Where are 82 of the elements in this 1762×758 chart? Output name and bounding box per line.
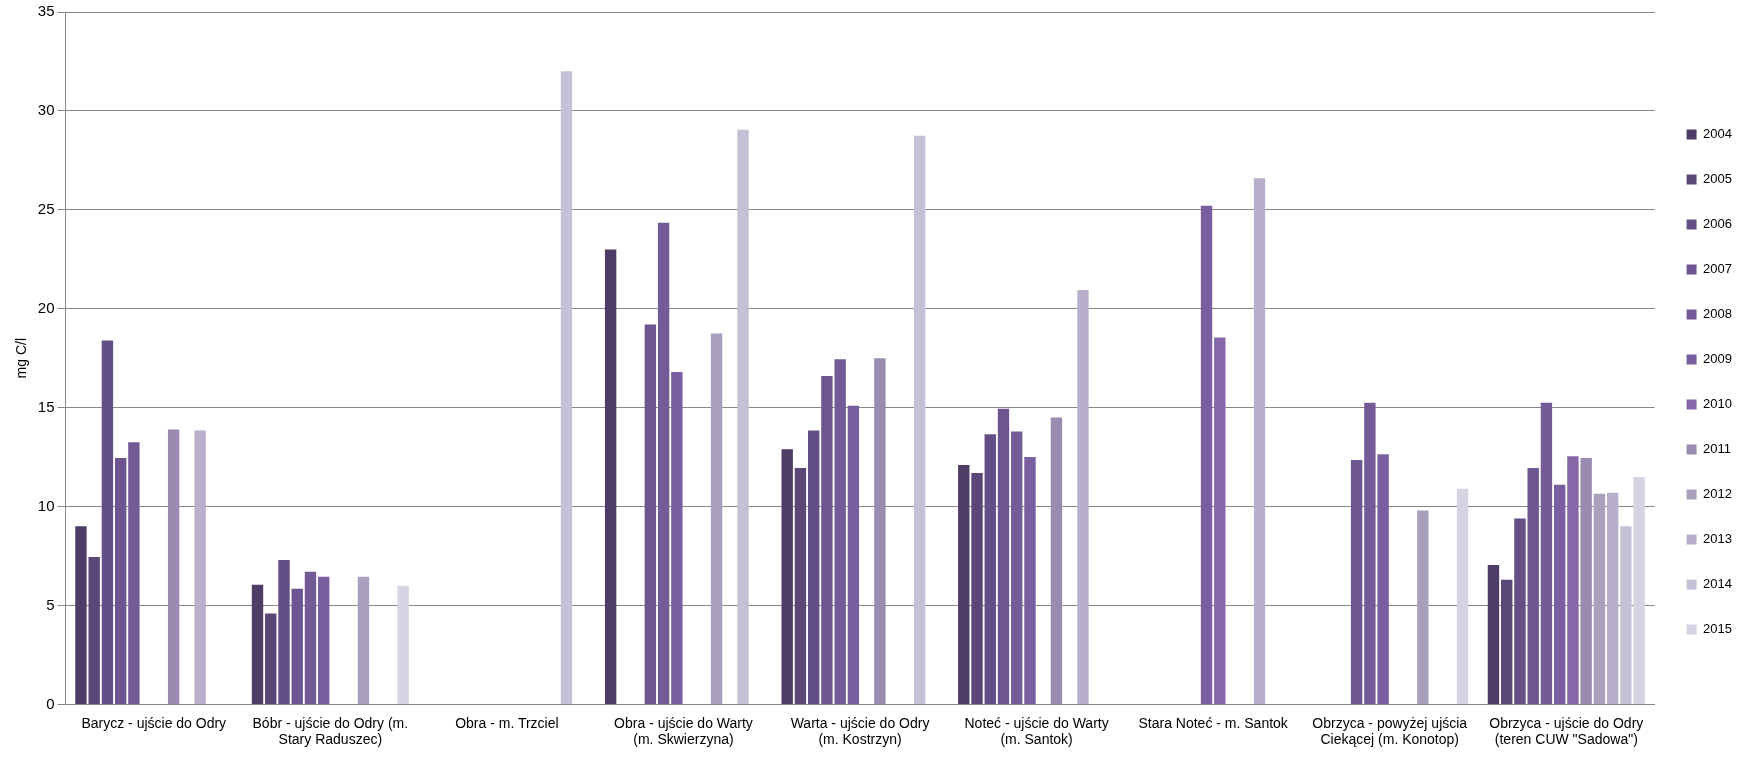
bar (128, 442, 140, 704)
legend-label: 2013 (1703, 531, 1732, 547)
legend-label: 2014 (1703, 576, 1732, 592)
bar (644, 324, 657, 704)
bar (847, 405, 860, 704)
x-tick-label: Obrzyca - powyżej ujścia Ciekącej (m. Konotop) (1312, 714, 1468, 748)
bar (304, 571, 317, 704)
bar (671, 372, 683, 704)
bar (560, 71, 573, 704)
bar (997, 408, 1010, 704)
legend-label: 2008 (1703, 306, 1732, 322)
bar (265, 613, 277, 704)
bar (971, 472, 983, 704)
bar (1024, 457, 1036, 704)
y-tick-label: 30 (37, 101, 55, 119)
bar (101, 340, 114, 704)
legend-label: 2009 (1703, 351, 1732, 367)
bar (194, 430, 206, 704)
bar (397, 585, 409, 704)
y-tick-label: 0 (46, 694, 55, 712)
y-tick-label: 10 (37, 496, 55, 514)
bar (278, 559, 290, 704)
bar (781, 449, 793, 704)
y-tick-label: 25 (37, 199, 55, 217)
bar (1077, 289, 1089, 704)
x-tick-label: Barycz - ujście do Odry (81, 714, 227, 731)
y-axis-title: mg C/l (13, 337, 30, 379)
bar (874, 358, 886, 704)
bar (1540, 402, 1553, 704)
bar (1553, 484, 1566, 704)
x-tick-label: Stara Noteć - m. Santok (1138, 714, 1289, 731)
x-tick-label: Obra - ujście do Warty (m. Skwierzyna) (614, 714, 753, 748)
bar (318, 576, 330, 704)
bar (1606, 492, 1619, 704)
x-tick-label: Warta - ujście do Odry (m. Kostrzyn) (790, 714, 930, 748)
x-tick-label: Bóbr - ujście do Odry (m. Stary Raduszec) (252, 714, 409, 748)
x-tick-label: Obrzyca - ujście do Odry (teren CUW "Sadowa") (1489, 714, 1644, 748)
x-tick-label: Noteć - ujście do Warty (m. Santok) (964, 714, 1109, 748)
bar (913, 135, 926, 704)
bar (1501, 579, 1513, 704)
bar (88, 557, 100, 704)
bar (737, 129, 749, 704)
legend-label: 2012 (1703, 486, 1732, 502)
bar (1593, 493, 1606, 704)
bar (984, 434, 996, 704)
legend-label: 2005 (1703, 171, 1732, 187)
bar (75, 526, 87, 704)
bar (1011, 431, 1023, 704)
legend-label: 2006 (1703, 216, 1732, 232)
bar (251, 584, 264, 704)
bar (1620, 526, 1632, 704)
bar (657, 222, 670, 704)
bar (710, 333, 723, 704)
y-tick-label: 5 (46, 595, 55, 613)
bar (357, 576, 370, 704)
bar (1567, 456, 1579, 704)
bar (167, 429, 180, 704)
bar (958, 465, 970, 704)
legend-label: 2004 (1703, 126, 1732, 142)
bar (1417, 510, 1429, 704)
bar (114, 458, 127, 704)
bar (1253, 178, 1266, 704)
x-tick-label: Obra - m. Trzciel (455, 714, 559, 731)
legend-label: 2010 (1703, 396, 1732, 412)
bar (291, 588, 303, 704)
bar (1456, 488, 1469, 704)
y-tick-label: 35 (37, 2, 55, 20)
bar (1633, 476, 1645, 704)
bar (794, 468, 807, 704)
y-tick-label: 15 (37, 397, 55, 415)
bar (1350, 460, 1363, 704)
legend-label: 2007 (1703, 261, 1732, 277)
bar (1214, 337, 1226, 704)
bar (604, 249, 617, 704)
bar (807, 430, 820, 704)
legend-label: 2015 (1703, 621, 1732, 637)
bar (1200, 205, 1213, 704)
bar (1487, 564, 1500, 704)
bar (1580, 458, 1592, 704)
y-tick-label: 20 (37, 298, 55, 316)
bar (1050, 417, 1063, 704)
legend-label: 2011 (1703, 441, 1732, 457)
